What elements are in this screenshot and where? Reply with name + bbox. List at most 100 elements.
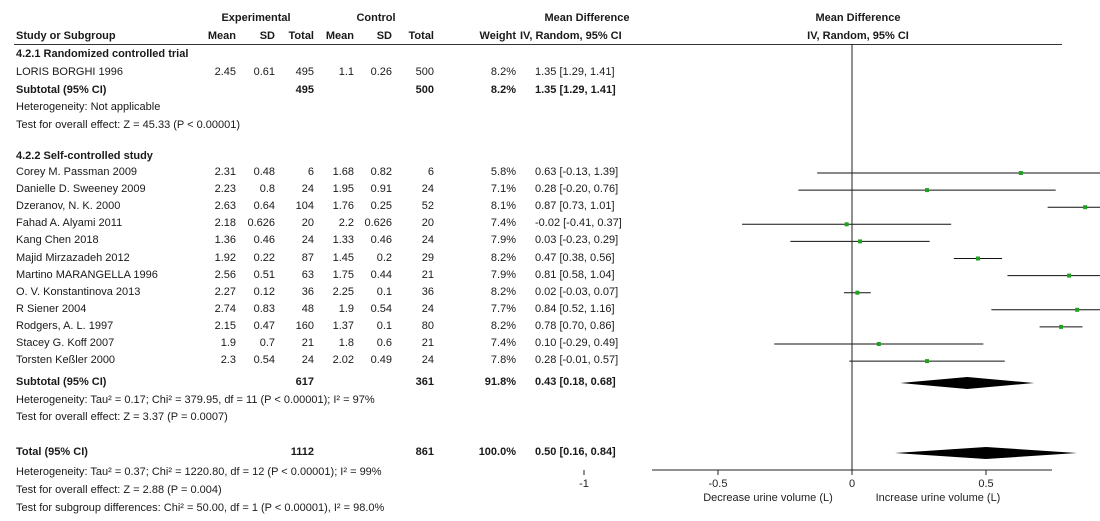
- col-weight: Weight: [479, 30, 516, 42]
- diamond-subtotal-2: [900, 377, 1035, 389]
- x-label-left: Decrease urine volume (L): [703, 492, 833, 504]
- study-study: Torsten Keßler 2000: [16, 354, 116, 367]
- study-weight: 7.1%: [490, 183, 516, 196]
- study-e-total: 104: [295, 200, 314, 213]
- study-c-mean: 1.95: [332, 183, 354, 196]
- study-ci: 0.81 [0.58, 1.04]: [535, 268, 615, 281]
- study-ci: 0.47 [0.38, 0.56]: [535, 251, 615, 264]
- study-c-total: 36: [421, 285, 434, 298]
- study-study: Majid Mirzazadeh 2012: [16, 251, 130, 264]
- study-c-mean: 1.8: [338, 337, 354, 349]
- study-c-total: 20: [421, 217, 434, 230]
- subgroup-2-subtotal-label: Subtotal (95% CI): [16, 376, 107, 388]
- study-e-mean: 2.31: [214, 166, 236, 178]
- study-study: Dzeranov, N. K. 2000: [16, 200, 121, 213]
- col-c-sd: SD: [376, 30, 392, 42]
- study-c-mean: 1.1: [338, 66, 354, 78]
- study-c-total: 52: [421, 200, 434, 213]
- col-e-sd: SD: [259, 30, 275, 42]
- subgroup-1-title: 4.2.1 Randomized controlled trial: [16, 48, 189, 60]
- study-e-sd: 0.51: [253, 268, 275, 281]
- subgroup-2-overall-effect: Test for overall effect: Z = 3.37 (P = 0…: [16, 411, 228, 423]
- subgroup-differences-test: Test for subgroup differences: Chi² = 50…: [16, 502, 385, 514]
- study-weight: 7.8%: [490, 354, 516, 367]
- study-ci: 1.35 [1.29, 1.41]: [535, 66, 615, 78]
- col-e-total: Total: [288, 30, 314, 42]
- x-tick-label: 0: [849, 478, 855, 490]
- study-c-mean: 1.33: [332, 234, 354, 247]
- study-e-total: 20: [301, 217, 314, 230]
- study-c-mean: 1.9: [338, 302, 354, 315]
- point-estimate: [858, 239, 863, 244]
- study-ci: 0.63 [-0.13, 1.39]: [535, 166, 619, 178]
- study-study: Stacey G. Koff 2007: [16, 337, 115, 349]
- study-c-sd: 0.49: [370, 354, 392, 367]
- study-e-total: 36: [301, 285, 314, 298]
- x-tick-label: 0.5: [978, 478, 993, 490]
- study-weight: 8.2%: [490, 66, 516, 78]
- x-tick-label: -1: [579, 478, 589, 490]
- study-e-total: 24: [301, 183, 314, 196]
- study-e-total: 63: [301, 268, 314, 281]
- study-c-total: 24: [421, 183, 434, 196]
- study-c-total: 21: [421, 268, 434, 281]
- plot-subtitle: IV, Random, 95% CI: [807, 30, 909, 42]
- study-c-total: 6: [427, 166, 434, 178]
- study-e-total: 48: [301, 302, 314, 315]
- study-weight: 8.1%: [490, 200, 516, 213]
- study-e-mean: 2.27: [214, 285, 236, 298]
- study-c-sd: 0.1: [376, 319, 392, 332]
- study-c-sd: 0.54: [370, 302, 392, 315]
- study-c-mean: 2.02: [332, 354, 354, 367]
- col-ci: IV, Random, 95% CI: [520, 30, 622, 42]
- col-c-total: Total: [408, 30, 434, 42]
- study-c-mean: 1.37: [332, 319, 354, 332]
- study-weight: 7.4%: [490, 217, 516, 230]
- point-estimate: [1075, 307, 1080, 312]
- point-estimate: [925, 188, 930, 193]
- study-e-total: 160: [295, 319, 314, 332]
- subgroup-1-overall-effect: Test for overall effect: Z = 45.33 (P < …: [16, 119, 241, 131]
- study-ci: 0.28 [-0.01, 0.57]: [535, 354, 619, 367]
- study-study: Fahad A. Alyami 2011: [16, 217, 123, 230]
- study-c-mean: 2.2: [338, 217, 354, 230]
- study-c-sd: 0.91: [370, 183, 392, 196]
- study-ci: 0.10 [-0.29, 0.49]: [535, 337, 619, 349]
- total-weight: 100.0%: [478, 446, 516, 458]
- point-estimate: [975, 256, 980, 261]
- subgroup-1-weight: 8.2%: [490, 84, 516, 96]
- study-weight: 7.7%: [490, 302, 516, 315]
- study-e-sd: 0.626: [247, 217, 275, 230]
- col-study: Study or Subgroup: [16, 30, 116, 42]
- study-e-total: 24: [301, 354, 314, 367]
- study-c-total: 80: [421, 319, 434, 332]
- study-e-total: 24: [301, 234, 314, 247]
- study-e-mean: 2.74: [214, 302, 236, 315]
- study-e-mean: 1.9: [220, 337, 236, 349]
- study-c-sd: 0.1: [376, 285, 392, 298]
- study-c-sd: 0.46: [370, 234, 392, 247]
- study-ci: 0.87 [0.73, 1.01]: [535, 200, 615, 213]
- study-c-total: 24: [421, 354, 434, 367]
- point-estimate: [925, 359, 930, 364]
- study-c-total: 21: [421, 337, 434, 349]
- total-e-total: 1112: [290, 446, 314, 458]
- study-study: Martino MARANGELLA 1996: [16, 268, 158, 281]
- study-e-sd: 0.54: [253, 354, 275, 367]
- study-study: O. V. Konstantinova 2013: [16, 285, 141, 298]
- study-study: Kang Chen 2018: [16, 234, 99, 247]
- study-weight: 7.9%: [490, 268, 516, 281]
- study-study: Corey M. Passman 2009: [16, 166, 138, 178]
- study-c-total: 24: [421, 302, 434, 315]
- study-weight: 5.8%: [490, 166, 516, 178]
- point-estimate: [855, 290, 860, 295]
- subgroup-1-c-total: 500: [415, 84, 434, 96]
- study-e-sd: 0.48: [253, 166, 275, 178]
- md-group-header: Mean Difference: [544, 12, 630, 24]
- plot-title: Mean Difference: [815, 12, 901, 24]
- subgroup-1-heterogeneity: Heterogeneity: Not applicable: [16, 101, 161, 113]
- study-c-sd: 0.25: [370, 200, 392, 213]
- point-estimate: [1067, 273, 1072, 278]
- study-c-total: 500: [415, 66, 434, 78]
- experimental-group-header: Experimental: [221, 12, 291, 24]
